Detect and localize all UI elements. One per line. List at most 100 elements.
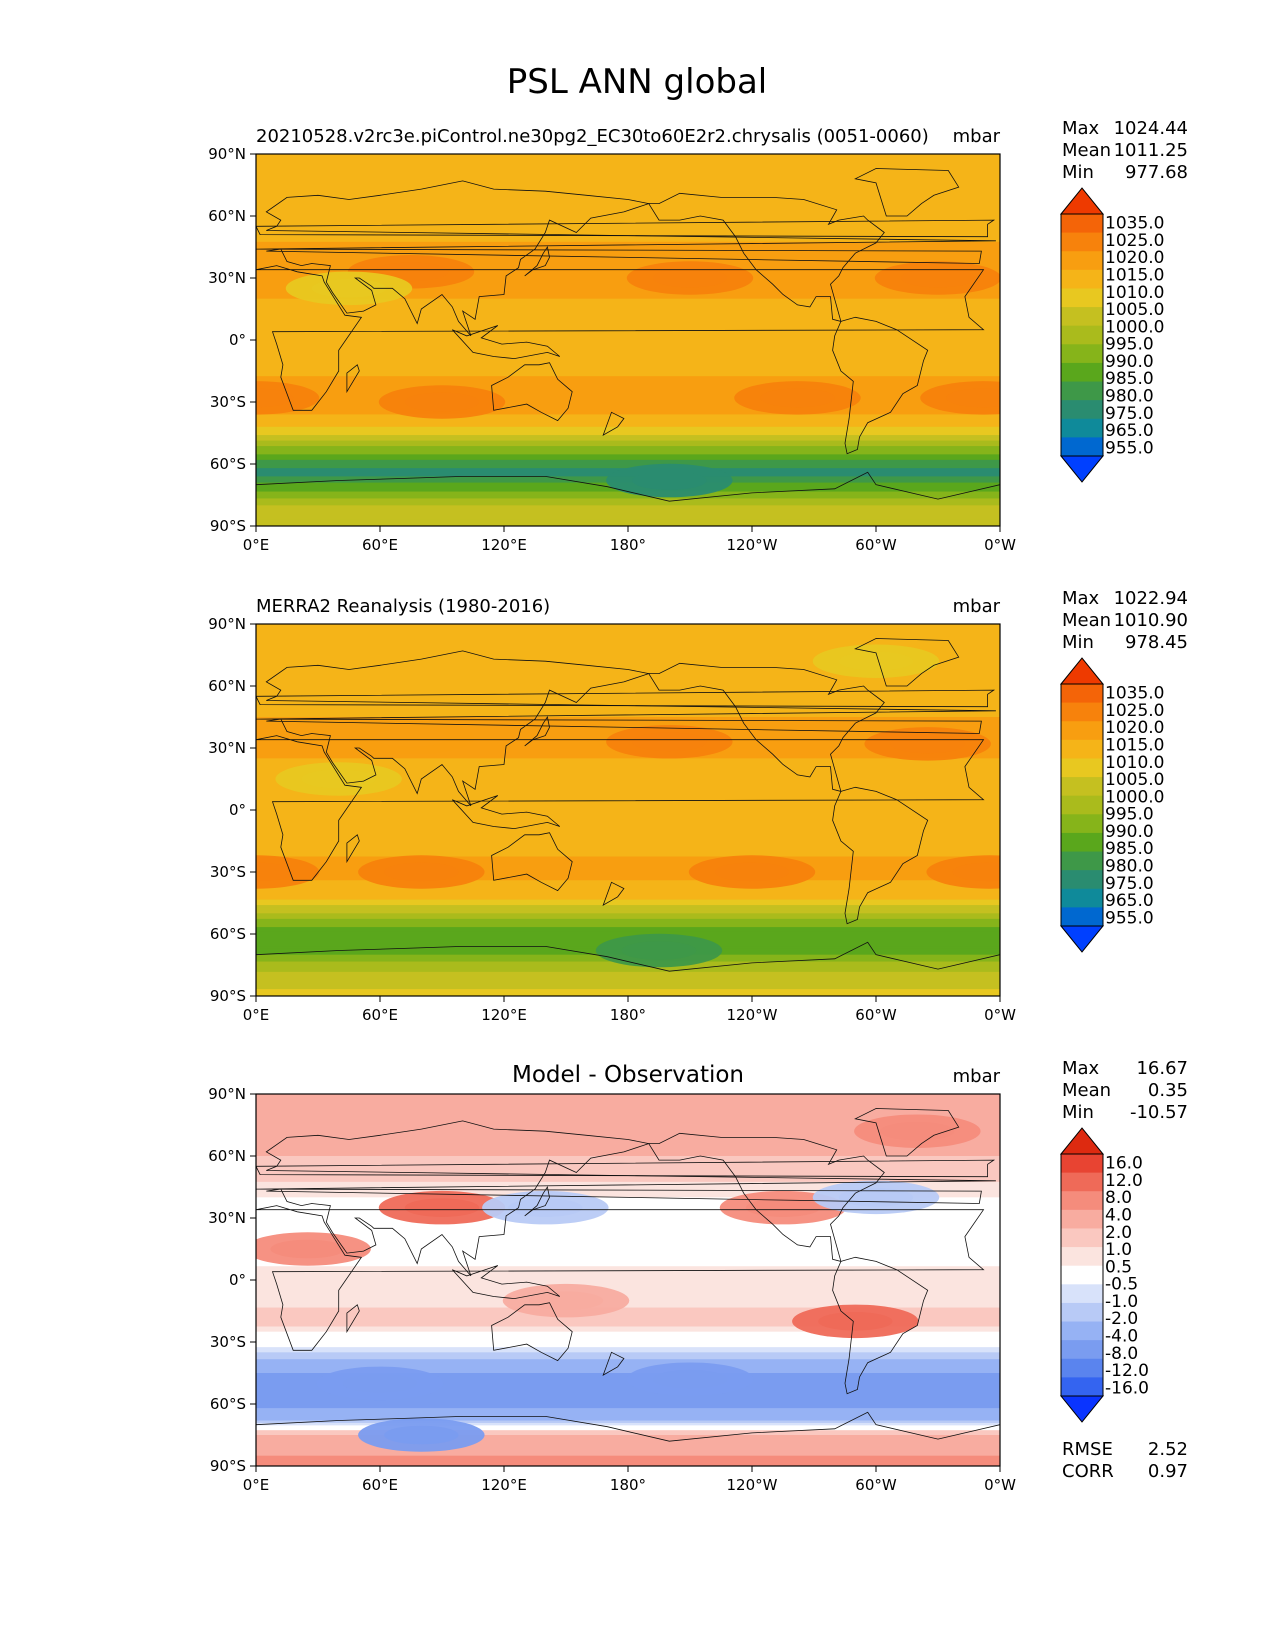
zonal-band	[256, 446, 1000, 450]
zonal-band	[256, 1403, 1000, 1407]
zonal-band	[256, 968, 1000, 973]
stat-value: 1022.94	[1114, 588, 1188, 609]
x-tick-label: 180°	[610, 1006, 646, 1024]
zonal-band	[256, 1238, 1000, 1247]
zonal-band	[256, 856, 1000, 863]
colorbar-segment	[1061, 288, 1103, 308]
x-tick-label: 120°E	[481, 536, 527, 554]
zonal-band	[256, 495, 1000, 500]
colorbar-extend-max	[1059, 657, 1105, 685]
field-feature	[342, 1374, 418, 1393]
y-tick-label: 60°S	[210, 1395, 246, 1413]
stat-value: 16.67	[1136, 1058, 1188, 1079]
colorbar-segment	[1061, 214, 1103, 234]
coastline	[602, 881, 625, 906]
field-feature	[818, 1312, 893, 1331]
zonal-band	[256, 236, 1000, 243]
zonal-band	[256, 810, 1000, 816]
zonal-band	[256, 706, 1000, 713]
zonal-band	[256, 195, 1000, 202]
stat-value: 0.35	[1148, 1080, 1188, 1101]
y-tick-label: 60°S	[210, 455, 246, 473]
y-tick-label: 90°S	[210, 987, 246, 1005]
field-feature	[900, 268, 976, 288]
zonal-band	[256, 205, 1000, 212]
zonal-band	[256, 634, 1000, 641]
zonal-band	[256, 283, 1000, 289]
stat-label: Min	[1062, 1102, 1094, 1123]
coastline	[346, 1304, 360, 1334]
panel-title: Model - Observation	[512, 1062, 744, 1088]
zonal-band	[256, 414, 1000, 420]
y-tick-label: 60°N	[208, 207, 246, 225]
colorbar-label: 990.0	[1105, 352, 1154, 372]
colorbar-segment	[1061, 232, 1103, 252]
stat-value: 1024.44	[1114, 118, 1188, 139]
zonal-band	[256, 210, 1000, 217]
zonal-band	[256, 386, 1000, 393]
colorbar-label: 1035.0	[1105, 214, 1164, 234]
zonal-band	[256, 921, 1000, 925]
zonal-band	[256, 252, 1000, 258]
zonal-band	[256, 1135, 1000, 1142]
zonal-band	[256, 443, 1000, 447]
zonal-band	[256, 1422, 1000, 1426]
colorbar-frame	[1060, 683, 1104, 927]
colorbar-label: 965.0	[1105, 891, 1154, 911]
colorbar-segment	[1061, 1377, 1103, 1397]
colorbar-segment	[1061, 269, 1103, 289]
zonal-band	[256, 1355, 1000, 1360]
zonal-band	[256, 164, 1000, 171]
zonal-band	[256, 851, 1000, 858]
zonal-band	[256, 1326, 1000, 1333]
colorbar-segment	[1061, 362, 1103, 383]
field-feature	[621, 941, 697, 960]
x-tick-label: 0°W	[984, 1006, 1016, 1024]
zonal-band	[256, 440, 1000, 444]
panel-units: mbar	[953, 126, 1001, 147]
zonal-band	[256, 1145, 1000, 1152]
zonal-band	[256, 1362, 1000, 1367]
zonal-band	[256, 971, 1000, 976]
coastline	[602, 411, 625, 436]
zonal-band	[256, 866, 1000, 873]
colorbar-label: 980.0	[1105, 387, 1154, 407]
field-feature	[890, 734, 965, 754]
zonal-band	[256, 1405, 1000, 1409]
colorbar-label: 965.0	[1105, 421, 1154, 441]
y-tick-label: 60°N	[208, 1147, 246, 1165]
field-feature	[270, 1239, 345, 1259]
colorbar-segment	[1061, 888, 1103, 908]
zonal-band	[256, 324, 1000, 331]
zonal-band	[256, 1121, 1000, 1130]
field-feature	[632, 732, 707, 752]
zonal-band	[256, 185, 1000, 191]
field-feature	[880, 1121, 955, 1141]
zonal-band	[256, 660, 1000, 666]
zonal-band	[256, 418, 1000, 424]
zonal-band	[256, 846, 1000, 852]
zonal-band	[256, 169, 1000, 176]
coastline	[256, 180, 996, 337]
zonal-band	[256, 190, 1000, 196]
coastline	[854, 1108, 960, 1157]
stat-label: Max	[1062, 118, 1100, 139]
zonal-band	[256, 910, 1000, 914]
zonal-band	[256, 835, 1000, 842]
colorbar-segment	[1061, 344, 1103, 364]
colorbar-label: 995.0	[1105, 805, 1154, 825]
colorbar-segment	[1061, 758, 1103, 778]
colorbar-label: 975.0	[1105, 404, 1154, 424]
colorbar-label: 2.0	[1105, 1223, 1132, 1243]
zonal-band	[256, 1156, 1000, 1162]
colorbar-segment	[1061, 1172, 1103, 1192]
stat-value: 978.45	[1125, 632, 1188, 653]
colorbar-label: 1015.0	[1105, 736, 1164, 756]
zonal-band	[256, 929, 1000, 933]
zonal-band	[256, 355, 1000, 362]
zonal-band	[256, 257, 1000, 264]
zonal-band	[256, 758, 1000, 765]
zonal-band	[256, 975, 1000, 980]
zonal-band	[256, 466, 1000, 469]
